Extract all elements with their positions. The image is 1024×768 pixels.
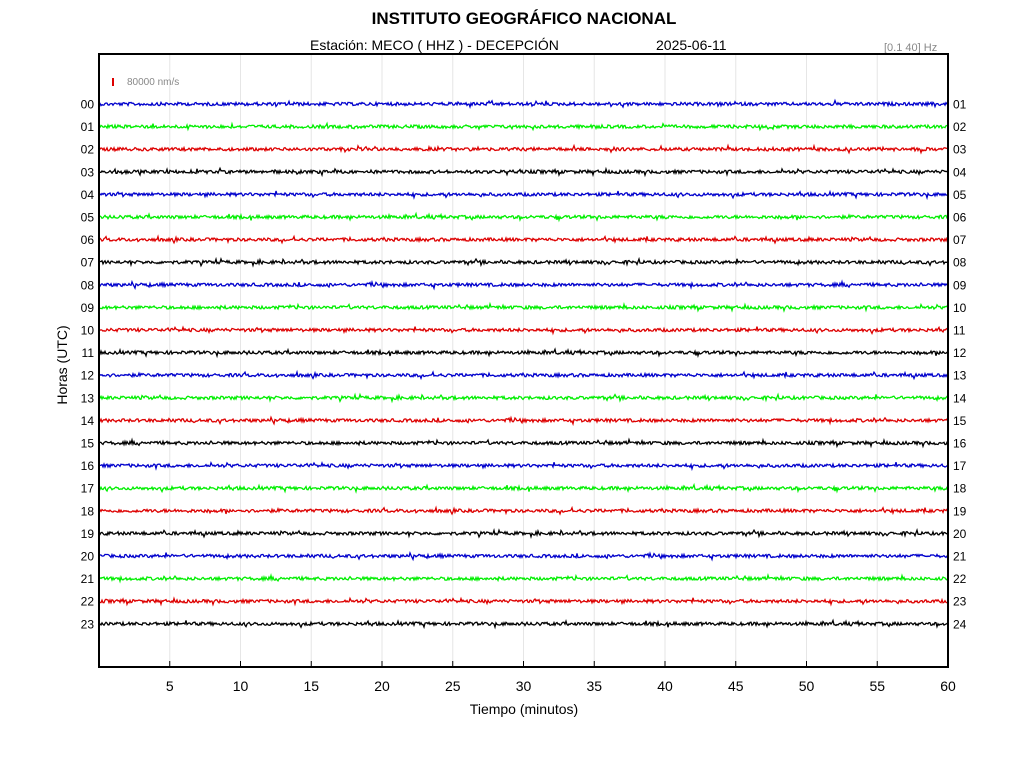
left-hour-label-18: 18: [81, 504, 95, 518]
trace-hour-01: [98, 121, 949, 132]
right-hour-label-03: 03: [953, 143, 967, 157]
trace-hour-20: [98, 551, 949, 562]
right-hour-label-04: 04: [953, 165, 967, 179]
left-hour-label-06: 06: [81, 233, 95, 247]
trace-hour-00: [98, 98, 949, 110]
left-hour-label-02: 02: [81, 143, 95, 157]
right-hour-label-12: 12: [953, 346, 967, 360]
trace-layer: [98, 98, 949, 630]
left-hour-label-13: 13: [81, 391, 95, 405]
trace-hour-08: [98, 279, 949, 291]
trace-hour-04: [98, 189, 949, 201]
trace-hour-14: [98, 415, 949, 427]
right-hour-label-21: 21: [953, 550, 967, 564]
right-hour-label-16: 16: [953, 437, 967, 451]
trace-hour-15: [98, 437, 949, 449]
right-hour-label-06: 06: [953, 211, 967, 225]
right-hour-labels: 01 02 03 04 05 06 07 08 09 10 11 12 13 14 15 16 17 18 19 20…: [953, 98, 967, 632]
trace-hour-05: [98, 211, 949, 223]
left-hour-label-23: 23: [81, 617, 95, 631]
grid-layer: [169, 54, 878, 667]
trace-hour-21: [98, 572, 949, 584]
left-hour-label-01: 01: [81, 120, 95, 134]
right-hour-label-02: 02: [953, 120, 967, 134]
right-hour-label-08: 08: [953, 256, 967, 270]
left-hour-label-05: 05: [81, 211, 95, 225]
x-tick-labels: 5 10 15 20 25 30 35 40 45 50 55 60: [166, 661, 956, 694]
left-hour-label-20: 20: [81, 550, 95, 564]
trace-hour-22: [98, 596, 948, 607]
left-hour-labels: 00 01 02 03 04 05 06 07 08 09 10 11 12 13 14 15 16 17 18 19…: [81, 98, 95, 632]
x-tick-label-35: 35: [586, 678, 602, 694]
right-hour-label-11: 11: [953, 324, 966, 338]
left-hour-label-19: 19: [81, 527, 95, 541]
left-hour-label-16: 16: [81, 459, 95, 473]
right-hour-label-17: 17: [953, 459, 967, 473]
date-label: 2025-06-11: [656, 37, 727, 53]
trace-hour-13: [98, 392, 949, 404]
left-hour-label-00: 00: [81, 98, 95, 112]
x-tick-label-25: 25: [445, 678, 461, 694]
x-tick-label-5: 5: [166, 678, 174, 694]
left-hour-label-09: 09: [81, 301, 95, 315]
x-tick-label-20: 20: [374, 678, 390, 694]
plot-frame: [98, 53, 949, 668]
left-hour-label-08: 08: [81, 278, 95, 292]
trace-hour-19: [98, 528, 949, 540]
trace-hour-07: [98, 256, 949, 268]
station-label: Estación: MECO ( HHZ ) - DECEPCIÓN: [310, 37, 559, 53]
right-hour-label-15: 15: [953, 414, 967, 428]
left-hour-label-12: 12: [81, 369, 95, 383]
left-hour-label-21: 21: [81, 572, 95, 586]
right-hour-label-19: 19: [953, 504, 967, 518]
x-tick-label-15: 15: [303, 678, 319, 694]
right-hour-label-18: 18: [953, 482, 967, 496]
right-hour-label-05: 05: [953, 188, 967, 202]
right-hour-label-20: 20: [953, 527, 967, 541]
trace-hour-12: [98, 369, 949, 381]
amplitude-scale-label: 80000 nm/s: [127, 77, 179, 88]
filter-band-label: [0.1 40] Hz: [884, 42, 938, 54]
right-hour-label-09: 09: [953, 278, 967, 292]
trace-hour-16: [98, 461, 949, 472]
left-hour-label-17: 17: [81, 482, 95, 496]
left-hour-label-07: 07: [81, 256, 95, 270]
right-hour-label-14: 14: [953, 391, 967, 405]
trace-hour-17: [98, 482, 948, 494]
right-hour-label-01: 01: [953, 98, 967, 112]
trace-hour-06: [98, 234, 949, 245]
left-hour-label-11: 11: [82, 346, 95, 360]
right-hour-label-24: 24: [953, 617, 967, 631]
right-hour-label-23: 23: [953, 595, 967, 609]
right-hour-label-13: 13: [953, 369, 967, 383]
trace-hour-03: [98, 166, 949, 178]
left-hour-label-10: 10: [81, 324, 95, 338]
right-hour-label-22: 22: [953, 572, 967, 586]
trace-hour-18: [98, 505, 949, 516]
x-tick-label-40: 40: [657, 678, 673, 694]
right-hour-label-07: 07: [953, 233, 967, 247]
x-tick-label-10: 10: [233, 678, 249, 694]
x-axis-label: Tiempo (minutos): [469, 701, 579, 717]
trace-hour-02: [98, 143, 949, 155]
trace-hour-09: [98, 301, 949, 313]
amplitude-scale-bar: [112, 78, 114, 86]
x-tick-label-55: 55: [869, 678, 885, 694]
left-hour-label-14: 14: [81, 414, 95, 428]
trace-hour-11: [98, 347, 949, 359]
left-hour-label-04: 04: [81, 188, 95, 202]
trace-hour-10: [98, 325, 949, 336]
x-tick-label-50: 50: [799, 678, 815, 694]
trace-hour-23: [98, 618, 949, 630]
x-tick-label-45: 45: [728, 678, 744, 694]
chart-title: INSTITUTO GEOGRÁFICO NACIONAL: [371, 9, 677, 28]
right-hour-label-10: 10: [953, 301, 967, 315]
x-tick-label-30: 30: [516, 678, 532, 694]
left-hour-label-22: 22: [81, 595, 95, 609]
amplitude-scale: 80000 nm/s: [112, 77, 179, 88]
left-hour-label-15: 15: [81, 437, 95, 451]
x-tick-label-60: 60: [940, 678, 956, 694]
left-hour-label-03: 03: [81, 165, 95, 179]
